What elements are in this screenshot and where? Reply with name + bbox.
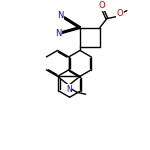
Text: N: N: [55, 29, 61, 38]
Text: N: N: [66, 85, 72, 94]
Text: O: O: [99, 1, 105, 10]
Text: O: O: [117, 9, 123, 18]
Text: N: N: [57, 11, 63, 20]
